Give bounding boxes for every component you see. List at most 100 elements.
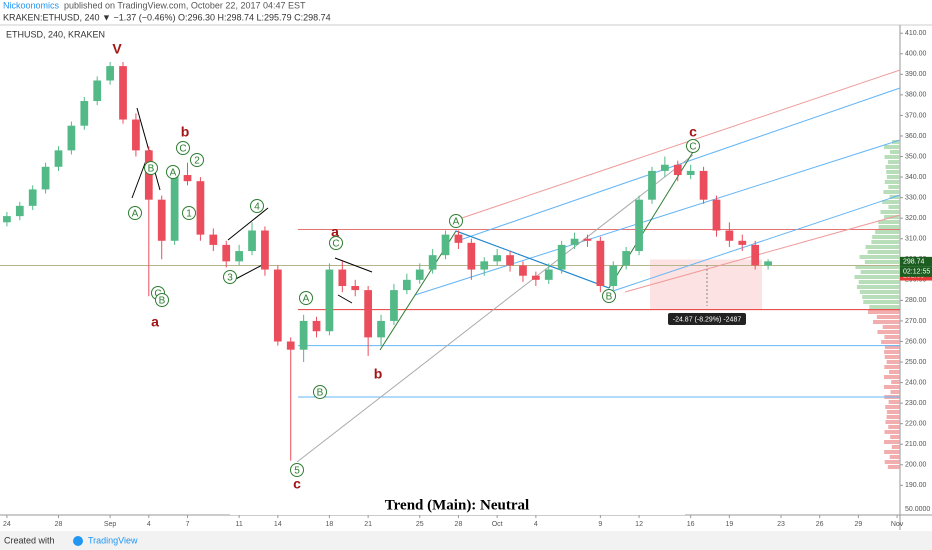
candle-body: [751, 244, 760, 266]
footer-brand[interactable]: TradingView: [88, 535, 138, 545]
volume-profile-bar: [871, 240, 900, 244]
candle-body: [248, 230, 256, 252]
volume-profile-bar: [883, 190, 900, 194]
candle-body: [119, 66, 127, 120]
candle-body: [661, 164, 669, 171]
candle-body: [519, 265, 527, 276]
y-tick-label: 370.00: [905, 112, 927, 119]
circle-label: A: [170, 168, 177, 179]
x-tick-label: 25: [416, 521, 424, 528]
volume-profile-bar: [876, 315, 900, 319]
y-tick-label: 360.00: [905, 133, 927, 140]
volume-profile-bar: [886, 170, 900, 174]
volume-profile-bar: [888, 185, 900, 189]
x-tick-label: 24: [3, 521, 11, 528]
volume-profile-bar: [891, 380, 900, 384]
volume-profile-bar: [855, 265, 900, 269]
y-tick-label: 250.00: [905, 359, 927, 366]
volume-profile-bar: [885, 405, 900, 409]
price-tag-label: 298.74: [903, 259, 925, 266]
volume-scale-label: 50.0000: [905, 506, 930, 513]
candle-body: [273, 269, 282, 342]
candle-body: [351, 285, 360, 291]
candle-body: [725, 230, 734, 241]
publisher[interactable]: Nickoonomics: [3, 0, 60, 10]
volume-profile-bar: [859, 290, 900, 294]
x-tick-label: 21: [364, 521, 372, 528]
candle-body: [222, 244, 231, 262]
wave-path: [455, 230, 610, 289]
volume-profile-bar: [882, 325, 900, 329]
candle-body: [15, 205, 24, 217]
volume-profile-bar: [884, 450, 900, 454]
volume-profile-bar: [891, 140, 900, 144]
volume-profile-bar: [868, 310, 900, 314]
volume-profile-bar: [884, 345, 900, 349]
y-tick-label: 230.00: [905, 400, 927, 407]
volume-profile-bar: [884, 155, 900, 159]
volume-profile-bar: [867, 250, 900, 254]
candle-body: [686, 170, 695, 176]
candle-body: [106, 66, 114, 81]
y-tick-label: 280.00: [905, 297, 927, 304]
volume-profile-bar: [886, 175, 900, 179]
candle-body: [454, 234, 463, 243]
wave-circle: [155, 293, 169, 307]
candle-body: [364, 290, 373, 338]
volume-profile-bar: [890, 435, 900, 439]
volume-profile-bar: [865, 245, 900, 249]
candle-body: [712, 199, 721, 231]
wave-label: b: [181, 124, 190, 140]
circle-label: 1: [186, 209, 192, 220]
candle-body: [67, 125, 76, 151]
candle-body: [531, 275, 540, 280]
pattern-line: [337, 294, 353, 304]
candle-body: [170, 175, 179, 241]
wave-circle: [182, 206, 196, 220]
wave-label: a: [331, 224, 339, 240]
y-tick-label: 210.00: [905, 441, 927, 448]
wave-circle: [686, 139, 700, 153]
y-tick-label: 190.00: [905, 482, 927, 489]
volume-profile-bar: [884, 460, 900, 464]
x-tick-label: 28: [55, 521, 63, 528]
candle-body: [299, 320, 308, 350]
x-tick-label: 12: [635, 521, 643, 528]
channel-line: [459, 87, 901, 241]
x-tick-label: 28: [455, 521, 463, 528]
candle-body: [235, 251, 243, 262]
candle-body: [377, 320, 385, 338]
candle-body: [609, 265, 618, 286]
measure-box: [650, 259, 762, 310]
volume-profile-bar: [890, 390, 900, 394]
candle-body: [648, 170, 656, 200]
candle-body: [583, 238, 592, 241]
y-tick-label: 400.00: [905, 51, 927, 58]
banner-box: [230, 497, 685, 515]
wave-label: a: [151, 314, 159, 330]
x-tick-label: Sep: [104, 521, 117, 528]
candle-body: [635, 199, 643, 252]
pattern-line: [227, 207, 269, 241]
candle-body: [415, 269, 424, 280]
circle-label: B: [159, 296, 166, 307]
volume-profile-bar: [889, 150, 900, 154]
volume-profile-bar: [884, 350, 900, 354]
banner: Trend (Main): Neutral: [385, 497, 529, 513]
volume-profile-bar: [881, 340, 900, 344]
volume-profile-bar: [877, 330, 900, 334]
circle-label: 2: [194, 156, 200, 167]
volume-profile-bar: [854, 275, 900, 279]
candle-body: [506, 255, 514, 266]
wave-circle: [128, 206, 142, 220]
candle-body: [3, 216, 11, 223]
wave-circle: [144, 161, 158, 175]
price-tag: [900, 256, 932, 267]
y-tick-label: 200.00: [905, 462, 927, 469]
wave-circle: [449, 214, 463, 228]
pattern-line: [334, 257, 373, 273]
volume-profile-bar: [884, 335, 900, 339]
countdown-tag: [900, 266, 932, 277]
